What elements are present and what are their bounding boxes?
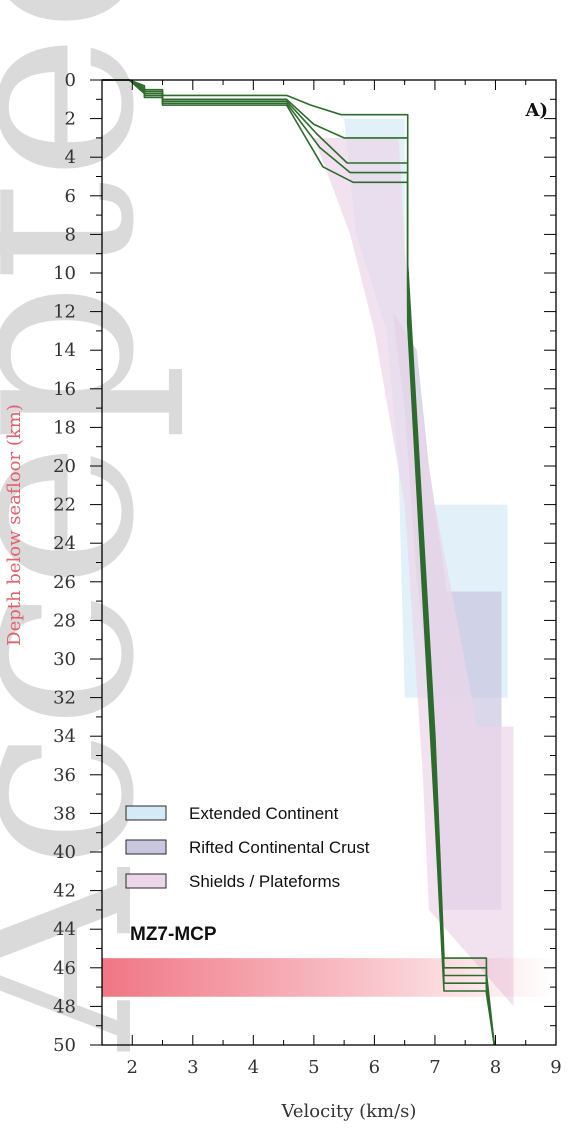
legend-swatch-2 — [125, 873, 167, 889]
y-tick-label: 10 — [53, 263, 76, 284]
x-tick-label: 5 — [308, 1057, 319, 1078]
x-axis-title: Velocity (km/s) — [281, 1101, 417, 1122]
x-tick-label: 9 — [550, 1057, 561, 1078]
panel-label: A) — [525, 100, 548, 121]
y-tick-label: 28 — [53, 610, 76, 631]
y-tick-label: 50 — [53, 1035, 76, 1056]
y-tick-label: 36 — [53, 765, 76, 786]
legend-swatch-0 — [125, 805, 167, 821]
y-tick-label: 8 — [65, 224, 76, 245]
x-tick-label: 6 — [369, 1057, 380, 1078]
legend-label-2: Shields / Plateforms — [189, 872, 340, 891]
y-tick-label: 40 — [53, 842, 76, 863]
y-tick-label: 26 — [53, 572, 76, 593]
legend: Extended Continent Rifted Continental Cru… — [125, 804, 370, 891]
y-tick-label: 20 — [53, 456, 76, 477]
y-tick-label: 18 — [53, 417, 76, 438]
y-tick-label: 32 — [53, 688, 76, 709]
y-tick-label: 0 — [65, 70, 76, 91]
x-tick-label: 4 — [248, 1057, 259, 1078]
y-tick-label: 12 — [53, 302, 76, 323]
x-tick-label: 2 — [127, 1057, 138, 1078]
y-tick-label: 16 — [53, 379, 76, 400]
envelope-2 — [313, 137, 514, 1007]
legend-swatch-1 — [125, 839, 167, 855]
model-lines-layer — [102, 79, 496, 1046]
y-axis-title: Depth below seafloor (km) — [4, 404, 25, 646]
y-tick-label: 48 — [53, 996, 76, 1017]
y-tick-label: 46 — [53, 958, 76, 979]
legend-label-0: Extended Continent — [189, 804, 339, 823]
model-label: MZ7-MCP — [130, 924, 217, 945]
axes-layer: 2 3 4 5 6 7 8 902468101214161820222426283032343… — [53, 70, 562, 1078]
y-tick-label: 30 — [53, 649, 76, 670]
y-tick-label: 2 — [65, 109, 76, 130]
x-tick-label: 3 — [187, 1057, 198, 1078]
y-tick-label: 34 — [53, 726, 76, 747]
y-tick-label: 42 — [53, 881, 76, 902]
y-tick-label: 22 — [53, 495, 76, 516]
legend-label-1: Rifted Continental Crust — [189, 838, 370, 857]
x-tick-label: 7 — [429, 1057, 440, 1078]
y-tick-label: 24 — [53, 533, 76, 554]
watermark-text: Accepted Article — [0, 0, 189, 1052]
envelope-layer — [313, 118, 514, 1007]
y-tick-label: 14 — [53, 340, 76, 361]
y-tick-label: 6 — [65, 186, 76, 207]
model-line-4 — [102, 79, 496, 1046]
y-tick-label: 38 — [53, 803, 76, 824]
y-tick-label: 4 — [65, 147, 76, 168]
x-tick-label: 8 — [490, 1057, 501, 1078]
y-tick-label: 44 — [53, 919, 76, 940]
